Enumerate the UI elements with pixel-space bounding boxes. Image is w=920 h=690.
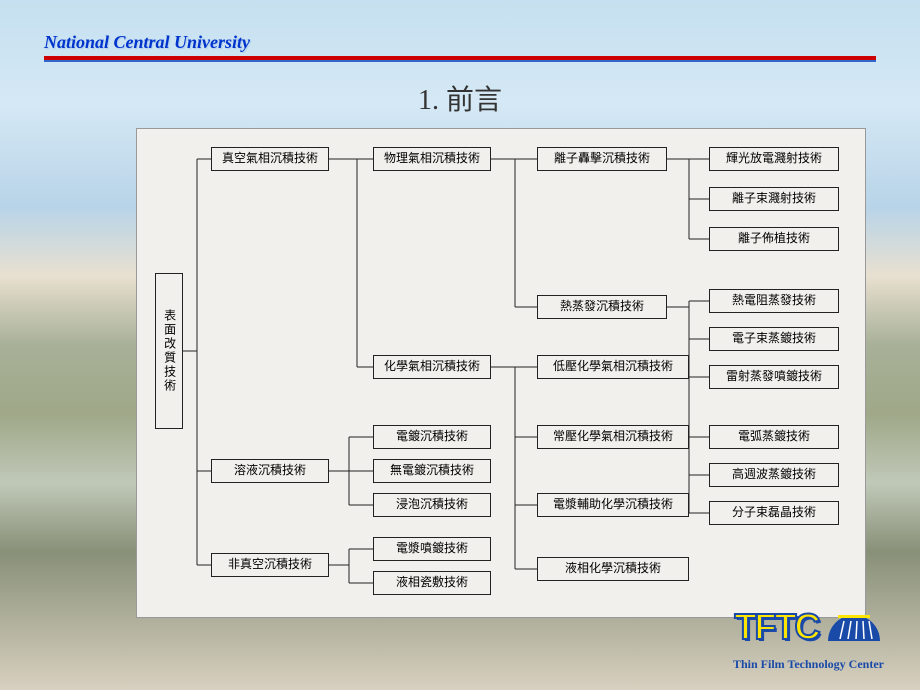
tree-level2_solution-2: 浸泡沉積技術 [373, 493, 491, 517]
tree-level4_thermal-1: 電子束蒸鍍技術 [709, 327, 839, 351]
tree-level1-0: 真空氣相沉積技術 [211, 147, 329, 171]
tree-level1-2: 非真空沉積技術 [211, 553, 329, 577]
tree-level3_chem-0: 低壓化學氣相沉積技術 [537, 355, 689, 379]
tree-level3_phys-1: 熱蒸發沉積技術 [537, 295, 667, 319]
tree-level2_vacuum-0: 物理氣相沉積技術 [373, 147, 491, 171]
tree-level4_thermal-2: 雷射蒸發噴鍍技術 [709, 365, 839, 389]
divider-blue [44, 60, 876, 62]
tree-diagram: 表面改質技術 真空氣相沉積技術溶液沉積技術非真空沉積技術 物理氣相沉積技術化學氣相沉… [136, 128, 866, 618]
tree-level3_chem-1: 常壓化學氣相沉積技術 [537, 425, 689, 449]
tree-level2_solution-0: 電鍍沉積技術 [373, 425, 491, 449]
tree-level2_solution-1: 無電鍍沉積技術 [373, 459, 491, 483]
tree-level4_ion-2: 離子佈植技術 [709, 227, 839, 251]
tree-level3_phys-0: 離子轟擊沉積技術 [537, 147, 667, 171]
logo-icon [826, 599, 882, 655]
tree-level1-1: 溶液沉積技術 [211, 459, 329, 483]
header-university: National Central University [44, 32, 250, 52]
tree-level4_thermal-0: 熱電阻蒸發技術 [709, 289, 839, 313]
tree-root: 表面改質技術 [155, 273, 183, 429]
tree-level3_chem-3: 液相化學沉積技術 [537, 557, 689, 581]
logo-subtitle: Thin Film Technology Center [733, 657, 884, 672]
page-title: 1. 前言 [0, 78, 920, 118]
tree-level4_ion-0: 輝光放電濺射技術 [709, 147, 839, 171]
tree-level2_nonvac-1: 液相瓷敷技術 [373, 571, 491, 595]
logo-block: TFTC Thin Film Technology Center [733, 599, 884, 672]
tree-level3_chem-2: 電漿輔助化學沉積技術 [537, 493, 689, 517]
tree-level4_thermal-3: 電弧蒸鍍技術 [709, 425, 839, 449]
tree-level2_nonvac-0: 電漿噴鍍技術 [373, 537, 491, 561]
tree-level4_thermal-5: 分子束磊晶技術 [709, 501, 839, 525]
logo-abbr: TFTC [735, 606, 819, 648]
tree-level2_vacuum-1: 化學氣相沉積技術 [373, 355, 491, 379]
tree-level4_thermal-4: 高週波蒸鍍技術 [709, 463, 839, 487]
tree-level4_ion-1: 離子束濺射技術 [709, 187, 839, 211]
